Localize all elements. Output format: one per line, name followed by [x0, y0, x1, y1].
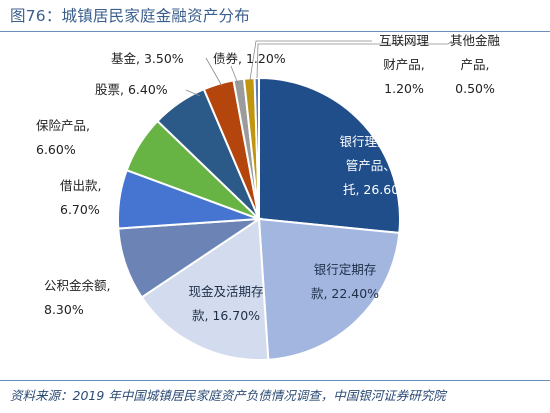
slice-label-line: 款, 22.40% [310, 286, 380, 301]
slice-label-line: 款, 16.70% [191, 308, 261, 323]
slice-label-6: 保险产品, 6.60% [36, 114, 116, 162]
leader-line-9 [230, 65, 239, 85]
slice-label-line: 银行定期存 [313, 262, 377, 277]
slice-label-line: 银行理财、资 [339, 134, 415, 149]
slice-label-line: 8.30% [44, 302, 84, 317]
slice-label-line: 债券, 1.20% [213, 51, 286, 66]
page-title: 图76：城镇居民家庭金融资产分布 [10, 7, 250, 25]
slice-label-line: 托, 26.60% [342, 182, 412, 197]
slice-label-line: 股票, 6.40% [95, 82, 168, 97]
slice-label-line: 6.60% [36, 142, 76, 157]
slice-label-4: 公积金余额, 8.30% [44, 274, 124, 322]
source-note: 资料来源：2019 年中国城镇居民家庭资产负债情况调查，中国银河证券研究院 [10, 388, 446, 403]
slice-label-1: 银行理财、资 管产品、信托, 26.60% [322, 130, 432, 202]
slice-label-line: 管产品、信 [345, 158, 409, 173]
slice-label-7: 股票, 6.40% [95, 78, 185, 102]
slice-label-5: 借出款, 6.70% [60, 174, 120, 222]
slice-label-11: 其他金融产品, 0.50% [440, 29, 510, 101]
slice-label-line: 借出款, [60, 178, 102, 193]
slice-label-9: 债券, 1.20% [213, 47, 303, 71]
leader-line-7 [185, 89, 201, 97]
slice-label-line: 现金及活期存 [188, 284, 264, 299]
leader-line-10 [249, 40, 372, 81]
slice-label-line: 基金, 3.50% [111, 51, 184, 66]
leader-line-11 [256, 40, 453, 79]
slice-label-line: 1.20% [384, 81, 424, 96]
slice-label-line: 6.70% [60, 202, 100, 217]
slice-label-line: 互联网理 [378, 33, 429, 48]
slice-label-10: 互联网理财产品, 1.20% [371, 29, 437, 101]
leader-line-8 [205, 57, 223, 87]
slice-label-3: 现金及活期存 款, 16.70% [178, 280, 274, 328]
pie-slice-2 [257, 217, 401, 361]
slice-label-line: 产品, [460, 57, 490, 72]
slice-label-8: 基金, 3.50% [111, 47, 206, 71]
title-divider [0, 31, 550, 32]
slice-label-line: 财产品, [383, 57, 425, 72]
slice-label-line: 公积金余额, [44, 278, 111, 293]
pie-slices [117, 76, 401, 361]
slice-label-line: 0.50% [455, 81, 495, 96]
pie-slice-3 [140, 217, 270, 361]
footer-divider [0, 380, 550, 381]
slice-label-line: 其他金融 [449, 33, 500, 48]
pie-slice-1 [258, 76, 401, 235]
leader-lines [185, 40, 453, 97]
slice-label-2: 银行定期存款, 22.40% [300, 258, 390, 306]
slice-label-line: 保险产品, [36, 118, 90, 133]
pie-slice-11 [253, 76, 260, 220]
